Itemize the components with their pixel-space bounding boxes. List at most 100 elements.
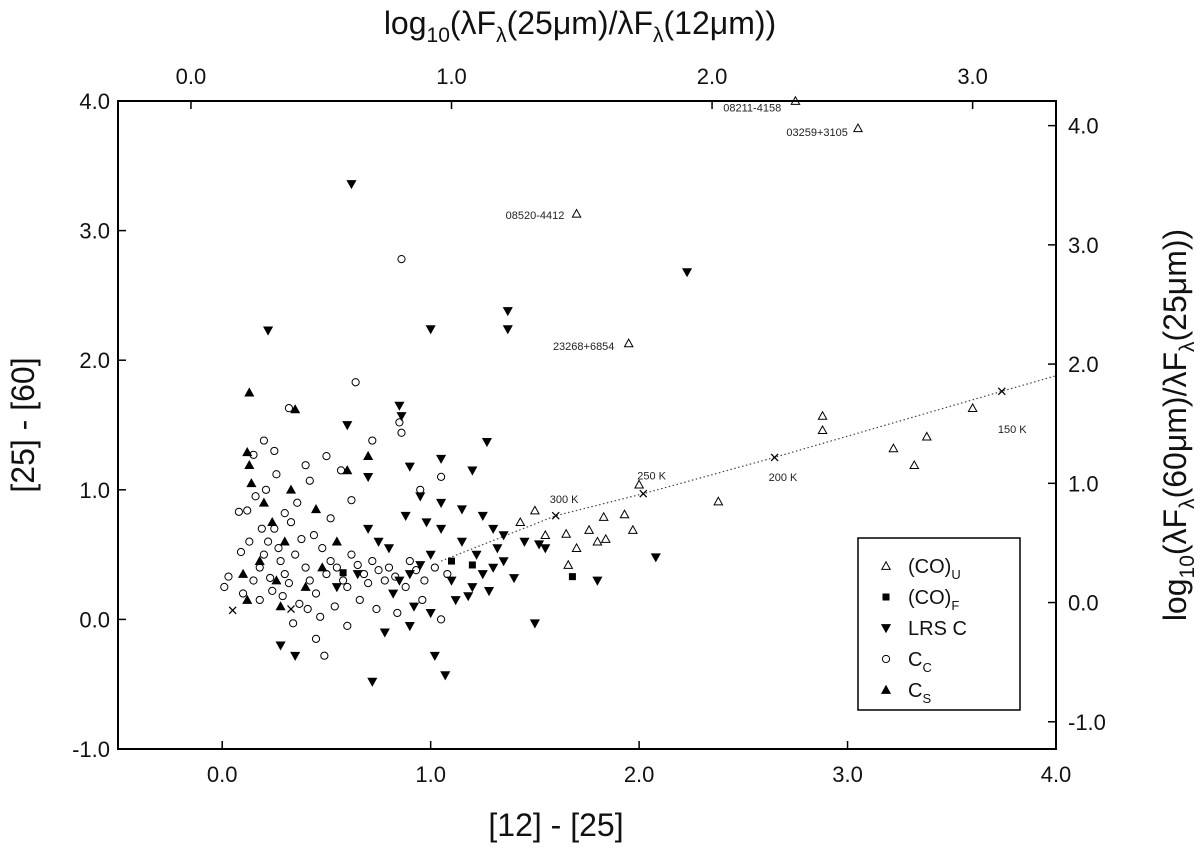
data-point-triangle-filled bbox=[279, 536, 290, 546]
source-label: 08211-4158 bbox=[723, 102, 781, 114]
y-tick-label: -1.0 bbox=[72, 737, 110, 762]
data-point-circle-open bbox=[305, 576, 314, 585]
data-point-cross bbox=[287, 605, 295, 613]
data-point-circle-open bbox=[311, 634, 321, 643]
legend-marker-triangle-down-filled bbox=[880, 624, 892, 634]
data-point-triangle-filled bbox=[275, 601, 286, 611]
data-point-triangle-down-filled bbox=[682, 268, 693, 278]
blackbody-curve: 300 K 250 K 200 K 150 K bbox=[440, 375, 1057, 562]
data-point-circle-open bbox=[343, 621, 352, 630]
legend-marker-circle-open bbox=[881, 654, 891, 664]
data-point-triangle-filled bbox=[290, 404, 301, 414]
data-point-circle-open bbox=[255, 595, 264, 605]
data-point-circle-open bbox=[278, 591, 287, 601]
data-point-circle-open bbox=[332, 563, 341, 572]
data-point-triangle-open bbox=[623, 338, 634, 348]
data-point-triangle-down-filled bbox=[650, 553, 661, 563]
data-point-triangle-down-filled bbox=[363, 472, 374, 483]
x-axis-title: [12] - [25] bbox=[488, 807, 623, 843]
data-point-circle-open bbox=[420, 576, 429, 585]
data-point-triangle-down-filled bbox=[456, 537, 467, 547]
data-point-circle-open bbox=[263, 537, 273, 546]
data-point-circle-open bbox=[343, 582, 352, 592]
data-point-triangle-open bbox=[921, 431, 932, 441]
data-point-circle-open bbox=[293, 498, 302, 507]
data-point-circle-open bbox=[355, 595, 364, 605]
data-point-circle-open bbox=[351, 378, 360, 387]
data-point-triangle-down-filled bbox=[379, 628, 390, 638]
data-point-triangle-open bbox=[571, 542, 582, 552]
data-point-triangle-open bbox=[713, 496, 724, 506]
data-point-triangle-filled bbox=[242, 594, 253, 604]
data-point-triangle-open bbox=[561, 528, 572, 538]
data-point-triangle-down-filled bbox=[388, 589, 399, 599]
data-point-triangle-open bbox=[852, 122, 864, 133]
data-point-circle-open bbox=[243, 506, 252, 515]
data-point-triangle-open bbox=[888, 443, 899, 453]
data-point-triangle-down-filled bbox=[394, 401, 405, 411]
data-point-circle-open bbox=[391, 572, 400, 581]
source-label: 23268+6854 bbox=[553, 341, 614, 353]
data-point-triangle-open bbox=[563, 559, 574, 569]
data-point-triangle-filled bbox=[317, 562, 328, 572]
right-tick-label: 0.0 bbox=[1068, 591, 1099, 616]
data-point-triangle-filled bbox=[258, 497, 269, 507]
data-point-triangle-open bbox=[592, 536, 603, 546]
data-point-triangle-filled bbox=[271, 575, 282, 585]
data-point-triangle-open bbox=[584, 524, 595, 534]
data-point-triangle-filled bbox=[244, 459, 255, 470]
data-point-triangle-down-filled bbox=[492, 544, 503, 554]
data-point-triangle-open bbox=[790, 95, 801, 105]
data-point-circle-open bbox=[284, 404, 294, 413]
data-point-circle-open bbox=[291, 550, 300, 559]
data-point-square-filled bbox=[568, 573, 576, 581]
data-point-circle-open bbox=[238, 589, 248, 598]
data-point-circle-open bbox=[347, 496, 356, 505]
legend-label: LRS C bbox=[908, 618, 967, 640]
data-point-circle-open bbox=[245, 537, 254, 546]
x-tick-label: 0.0 bbox=[207, 762, 238, 787]
right-tick-label: 3.0 bbox=[1068, 233, 1099, 258]
legend: (CO)U (CO)F LRS C CC CS bbox=[857, 537, 1021, 711]
data-point-circle-open bbox=[280, 509, 289, 518]
legend-label: CS bbox=[908, 680, 931, 706]
data-point-circle-open bbox=[384, 563, 394, 572]
data-point-circle-open bbox=[295, 599, 304, 608]
legend-marker-triangle-open bbox=[880, 560, 892, 570]
data-point-triangle-down-filled bbox=[331, 583, 342, 593]
data-point-circle-open bbox=[286, 518, 296, 527]
data-point-circle-open bbox=[397, 255, 406, 264]
data-point-triangle-down-filled bbox=[498, 531, 509, 541]
data-point-triangle-down-filled bbox=[436, 498, 447, 508]
data-point-triangle-filled bbox=[331, 536, 342, 546]
data-point-triangle-open bbox=[817, 424, 828, 435]
source-label: 08520-4412 bbox=[506, 210, 565, 222]
data-point-circle-open bbox=[339, 576, 348, 585]
data-point-triangle-down-filled bbox=[429, 651, 440, 661]
data-point-triangle-open bbox=[817, 410, 828, 420]
data-point-circle-open bbox=[405, 556, 414, 566]
data-point-triangle-down-filled bbox=[592, 576, 603, 586]
y-tick-label: 1.0 bbox=[79, 478, 110, 503]
data-point-square-filled bbox=[468, 561, 476, 569]
data-point-triangle-down-filled bbox=[263, 326, 274, 336]
source-label: 03259+3105 bbox=[786, 127, 847, 139]
blackbody-marker bbox=[551, 511, 560, 520]
data-point-triangle-down-filled bbox=[425, 550, 436, 560]
data-point-triangle-down-filled bbox=[383, 544, 395, 554]
data-point-triangle-down-filled bbox=[498, 557, 509, 567]
data-point-circle-open bbox=[276, 556, 285, 566]
data-point-cross bbox=[228, 606, 237, 615]
x-tick-label: 4.0 bbox=[1041, 762, 1072, 787]
data-point-circle-open bbox=[374, 566, 383, 575]
data-point-triangle-open bbox=[515, 516, 526, 527]
bottom-axis: 0.0 1.0 2.0 3.0 4.0 bbox=[207, 741, 1071, 787]
data-point-triangle-filled bbox=[267, 516, 278, 527]
data-point-circle-open bbox=[259, 436, 269, 445]
data-point-circle-open bbox=[326, 556, 335, 566]
data-points bbox=[220, 95, 978, 687]
data-point-circle-open bbox=[436, 472, 446, 481]
data-point-triangle-down-filled bbox=[290, 651, 301, 661]
data-point-circle-open bbox=[301, 461, 310, 470]
